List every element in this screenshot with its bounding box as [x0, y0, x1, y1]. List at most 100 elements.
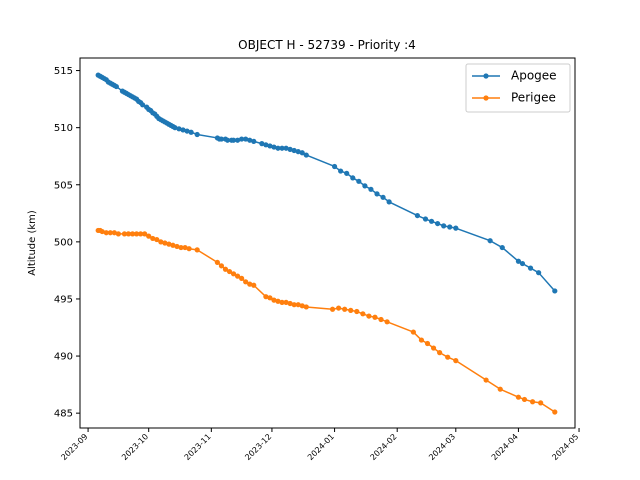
perigee-point [142, 231, 148, 237]
perigee-point [378, 316, 384, 323]
perigee-point [146, 233, 152, 239]
perigee-point [360, 311, 366, 317]
perigee-point [538, 400, 544, 406]
apogee-point [194, 131, 200, 138]
y-tick-label: 485 [54, 409, 73, 420]
apogee-point [184, 128, 190, 134]
apogee-point [386, 199, 392, 205]
perigee-point [226, 268, 233, 275]
apogee-point [356, 178, 362, 184]
perigee-point [287, 300, 293, 307]
apogee-point [447, 224, 453, 230]
perigee-point [234, 273, 241, 279]
apogee-point [279, 145, 285, 151]
apogee-point [259, 141, 265, 147]
y-tick-label: 510 [54, 123, 73, 134]
apogee-point [295, 149, 301, 155]
legend-label-apogee: Apogee [511, 69, 557, 83]
y-tick-label: 490 [54, 352, 73, 363]
perigee-point [222, 266, 229, 272]
perigee-point [329, 306, 336, 312]
apogee-point [453, 225, 459, 231]
apogee-point [239, 136, 245, 142]
apogee-point [499, 244, 505, 251]
apogee-point [234, 137, 241, 143]
apogee-point [441, 223, 447, 229]
apogee-point [422, 216, 429, 222]
y-tick-label: 505 [54, 180, 73, 191]
apogee-point [368, 186, 374, 192]
apogee-point [519, 260, 526, 267]
perigee-point [418, 337, 425, 343]
x-tick-label: 2024-03 [427, 432, 457, 462]
perigee-point [372, 314, 378, 320]
perigee-point [243, 279, 249, 285]
perigee-point [158, 239, 164, 245]
perigee-point [497, 386, 503, 392]
perigee-point [230, 271, 237, 277]
apogee-point [303, 152, 309, 158]
perigee-point [166, 241, 172, 247]
chart-title: OBJECT H - 52739 - Priority :4 [238, 38, 416, 52]
perigee-point [366, 313, 372, 319]
perigee-point [267, 295, 273, 301]
apogee-point [362, 183, 368, 189]
x-tick-label: 2023-09 [59, 432, 89, 462]
apogee-point [299, 150, 305, 156]
apogee-point [251, 138, 257, 144]
perigee-point [483, 377, 489, 383]
perigee-point [291, 302, 297, 308]
legend: Apogee Perigee [465, 63, 571, 113]
apogee-point [263, 142, 269, 148]
apogee-point [552, 288, 558, 294]
y-axis-ticks: 485 490 495 500 505 510 515 [54, 66, 80, 420]
perigee-point [437, 350, 443, 356]
perigee-point [445, 354, 451, 360]
perigee-point [178, 244, 184, 251]
perigee-point [354, 308, 360, 315]
perigee-point [115, 231, 121, 237]
apogee-point [267, 143, 273, 149]
perigee-point [125, 231, 132, 237]
perigee-point [430, 345, 437, 351]
legend-marker-apogee [483, 73, 489, 79]
apogee-point [271, 144, 277, 150]
x-tick-label: 2024-02 [369, 432, 399, 462]
perigee-point [279, 299, 285, 305]
apogee-point [218, 136, 225, 142]
series-markers [95, 72, 558, 415]
apogee-point [536, 270, 542, 276]
x-tick-label: 2024-04 [490, 432, 520, 462]
apogee-point [243, 136, 249, 142]
perigee-point [384, 319, 390, 325]
perigee-point [133, 231, 140, 237]
legend-items: Apogee Perigee [472, 69, 557, 105]
perigee-point [453, 358, 459, 364]
apogee-point [487, 238, 493, 244]
x-tick-label: 2023-12 [243, 432, 273, 462]
apogee-point [172, 125, 178, 131]
apogee-point [380, 194, 386, 200]
apogee-point [180, 127, 186, 133]
x-tick-label: 2024-01 [306, 432, 336, 462]
apogee-point [331, 163, 338, 170]
perigee-point [251, 282, 257, 288]
perigee-point [218, 263, 225, 269]
perigee-point [275, 298, 281, 304]
y-tick-label: 515 [54, 66, 73, 77]
apogee-point [291, 147, 297, 154]
perigee-point [162, 240, 168, 246]
perigee-point [336, 305, 342, 311]
legend-label-perigee: Perigee [511, 91, 556, 105]
apogee-point [350, 175, 356, 181]
perigee-point [263, 294, 269, 300]
x-tick-label: 2023-10 [120, 432, 150, 462]
perigee-point [129, 231, 136, 237]
perigee-point [154, 236, 160, 243]
apogee-point [113, 83, 119, 90]
perigee-point [348, 307, 354, 313]
perigee-point [271, 297, 277, 303]
legend-marker-perigee [483, 95, 489, 101]
perigee-point [342, 306, 348, 312]
